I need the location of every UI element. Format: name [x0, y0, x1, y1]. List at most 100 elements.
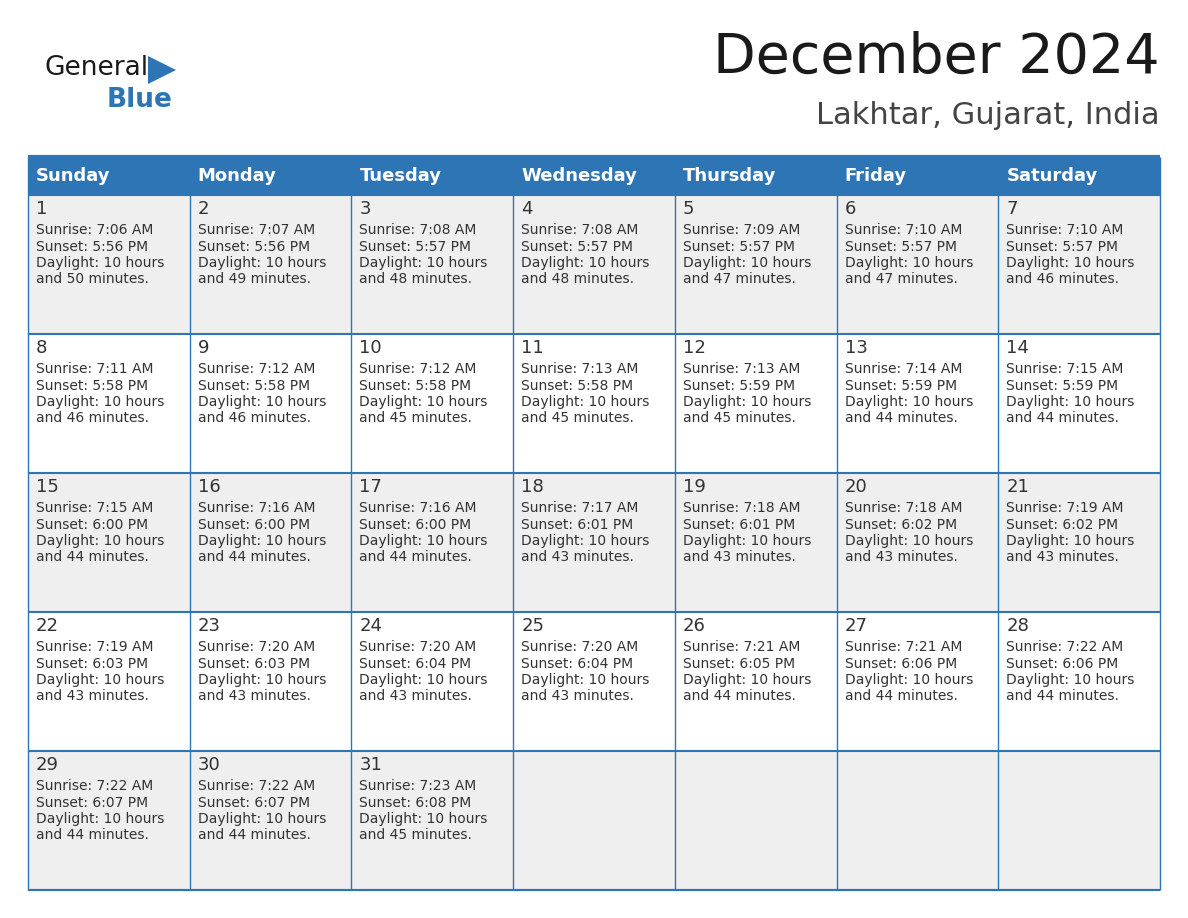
Text: and 44 minutes.: and 44 minutes. — [36, 550, 148, 564]
Text: Daylight: 10 hours: Daylight: 10 hours — [360, 673, 488, 687]
Text: and 43 minutes.: and 43 minutes. — [522, 689, 634, 703]
Bar — [513, 473, 675, 612]
Text: 27: 27 — [845, 617, 867, 635]
Text: Daylight: 10 hours: Daylight: 10 hours — [1006, 673, 1135, 687]
Text: 3: 3 — [360, 200, 371, 218]
Text: and 44 minutes.: and 44 minutes. — [845, 689, 958, 703]
Text: and 45 minutes.: and 45 minutes. — [360, 411, 473, 425]
Text: General: General — [45, 55, 150, 81]
Text: Sunset: 6:07 PM: Sunset: 6:07 PM — [36, 796, 148, 810]
Text: 9: 9 — [197, 339, 209, 357]
Bar — [998, 334, 1159, 473]
Bar — [836, 334, 998, 473]
Text: Sunrise: 7:14 AM: Sunrise: 7:14 AM — [845, 362, 962, 376]
Text: Sunrise: 7:18 AM: Sunrise: 7:18 AM — [845, 501, 962, 515]
Text: Sunset: 6:06 PM: Sunset: 6:06 PM — [845, 657, 956, 671]
Text: 26: 26 — [683, 617, 706, 635]
Text: Sunset: 6:04 PM: Sunset: 6:04 PM — [522, 657, 633, 671]
Text: 24: 24 — [360, 617, 383, 635]
Text: Friday: Friday — [845, 167, 906, 185]
Text: 22: 22 — [36, 617, 59, 635]
Text: Sunrise: 7:20 AM: Sunrise: 7:20 AM — [360, 640, 476, 654]
Text: Daylight: 10 hours: Daylight: 10 hours — [522, 395, 650, 409]
Text: Sunrise: 7:08 AM: Sunrise: 7:08 AM — [522, 223, 638, 237]
Text: Sunset: 6:00 PM: Sunset: 6:00 PM — [360, 518, 472, 532]
Text: Daylight: 10 hours: Daylight: 10 hours — [197, 256, 326, 270]
Text: Sunset: 6:00 PM: Sunset: 6:00 PM — [36, 518, 148, 532]
Text: Daylight: 10 hours: Daylight: 10 hours — [683, 534, 811, 548]
Text: and 43 minutes.: and 43 minutes. — [197, 689, 310, 703]
Bar — [998, 751, 1159, 890]
Text: 12: 12 — [683, 339, 706, 357]
Text: and 43 minutes.: and 43 minutes. — [683, 550, 796, 564]
Text: Sunset: 6:07 PM: Sunset: 6:07 PM — [197, 796, 310, 810]
Text: 5: 5 — [683, 200, 694, 218]
Bar — [513, 751, 675, 890]
Text: Daylight: 10 hours: Daylight: 10 hours — [360, 256, 488, 270]
Text: Daylight: 10 hours: Daylight: 10 hours — [360, 812, 488, 826]
Text: Sunset: 6:06 PM: Sunset: 6:06 PM — [1006, 657, 1119, 671]
Text: Daylight: 10 hours: Daylight: 10 hours — [1006, 534, 1135, 548]
Text: Sunrise: 7:10 AM: Sunrise: 7:10 AM — [1006, 223, 1124, 237]
Text: Daylight: 10 hours: Daylight: 10 hours — [1006, 256, 1135, 270]
Text: Sunrise: 7:15 AM: Sunrise: 7:15 AM — [36, 501, 153, 515]
Text: 2: 2 — [197, 200, 209, 218]
Text: Sunrise: 7:22 AM: Sunrise: 7:22 AM — [1006, 640, 1124, 654]
Text: and 46 minutes.: and 46 minutes. — [197, 411, 311, 425]
Text: 6: 6 — [845, 200, 855, 218]
Text: Sunset: 5:57 PM: Sunset: 5:57 PM — [360, 240, 472, 254]
Text: and 46 minutes.: and 46 minutes. — [1006, 272, 1119, 286]
Text: Sunset: 5:57 PM: Sunset: 5:57 PM — [522, 240, 633, 254]
Text: Daylight: 10 hours: Daylight: 10 hours — [683, 256, 811, 270]
Text: 30: 30 — [197, 756, 221, 774]
Text: 21: 21 — [1006, 478, 1029, 496]
Text: Sunset: 5:57 PM: Sunset: 5:57 PM — [1006, 240, 1118, 254]
Text: Daylight: 10 hours: Daylight: 10 hours — [36, 812, 164, 826]
Text: and 45 minutes.: and 45 minutes. — [522, 411, 634, 425]
Text: Sunset: 6:05 PM: Sunset: 6:05 PM — [683, 657, 795, 671]
Bar — [29, 612, 190, 751]
Text: Sunrise: 7:20 AM: Sunrise: 7:20 AM — [522, 640, 638, 654]
Bar — [190, 751, 352, 890]
Text: Sunrise: 7:13 AM: Sunrise: 7:13 AM — [683, 362, 801, 376]
Text: and 47 minutes.: and 47 minutes. — [845, 272, 958, 286]
Text: Sunrise: 7:19 AM: Sunrise: 7:19 AM — [36, 640, 153, 654]
Bar — [352, 334, 513, 473]
Text: Daylight: 10 hours: Daylight: 10 hours — [683, 395, 811, 409]
Text: Sunset: 5:56 PM: Sunset: 5:56 PM — [36, 240, 148, 254]
Text: and 44 minutes.: and 44 minutes. — [1006, 689, 1119, 703]
Text: Sunset: 5:59 PM: Sunset: 5:59 PM — [845, 379, 956, 393]
Text: and 44 minutes.: and 44 minutes. — [360, 550, 473, 564]
Text: and 44 minutes.: and 44 minutes. — [36, 828, 148, 842]
Bar — [513, 195, 675, 334]
Text: Sunset: 5:57 PM: Sunset: 5:57 PM — [683, 240, 795, 254]
Text: 29: 29 — [36, 756, 59, 774]
Text: Lakhtar, Gujarat, India: Lakhtar, Gujarat, India — [816, 100, 1159, 129]
Bar — [675, 612, 836, 751]
Text: Sunset: 6:03 PM: Sunset: 6:03 PM — [197, 657, 310, 671]
Bar — [190, 334, 352, 473]
Text: Daylight: 10 hours: Daylight: 10 hours — [845, 673, 973, 687]
Text: Sunrise: 7:10 AM: Sunrise: 7:10 AM — [845, 223, 962, 237]
Text: and 43 minutes.: and 43 minutes. — [1006, 550, 1119, 564]
Text: Sunrise: 7:09 AM: Sunrise: 7:09 AM — [683, 223, 801, 237]
Text: Daylight: 10 hours: Daylight: 10 hours — [197, 673, 326, 687]
Bar — [352, 612, 513, 751]
Text: Sunrise: 7:16 AM: Sunrise: 7:16 AM — [197, 501, 315, 515]
Text: and 44 minutes.: and 44 minutes. — [683, 689, 796, 703]
Text: Sunrise: 7:20 AM: Sunrise: 7:20 AM — [197, 640, 315, 654]
Text: Daylight: 10 hours: Daylight: 10 hours — [36, 395, 164, 409]
Text: 15: 15 — [36, 478, 59, 496]
Text: Wednesday: Wednesday — [522, 167, 637, 185]
Text: Sunrise: 7:19 AM: Sunrise: 7:19 AM — [1006, 501, 1124, 515]
Text: Sunrise: 7:12 AM: Sunrise: 7:12 AM — [360, 362, 476, 376]
Text: and 44 minutes.: and 44 minutes. — [197, 828, 310, 842]
Bar — [29, 157, 1159, 195]
Text: and 44 minutes.: and 44 minutes. — [845, 411, 958, 425]
Text: Daylight: 10 hours: Daylight: 10 hours — [845, 256, 973, 270]
Bar — [352, 195, 513, 334]
Bar — [998, 612, 1159, 751]
Text: and 46 minutes.: and 46 minutes. — [36, 411, 148, 425]
Text: 13: 13 — [845, 339, 867, 357]
Text: Daylight: 10 hours: Daylight: 10 hours — [1006, 395, 1135, 409]
